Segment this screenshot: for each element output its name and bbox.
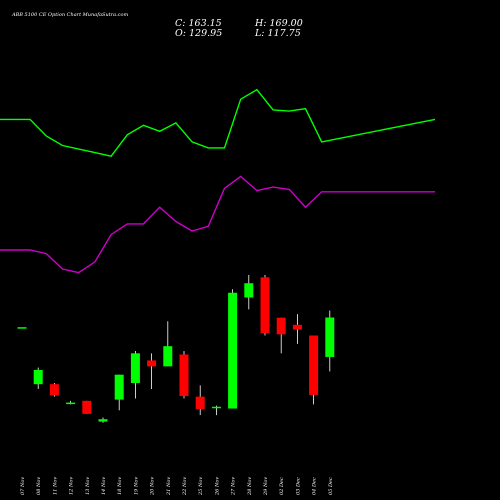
candle-body — [211, 406, 221, 409]
candle-body — [195, 396, 205, 410]
candle-body — [33, 369, 43, 385]
candle-body — [163, 346, 173, 367]
x-tick-label: 28 Nov — [247, 477, 253, 496]
candles — [17, 274, 335, 423]
candle-body — [260, 277, 270, 334]
candle — [49, 383, 59, 397]
candle — [179, 350, 189, 399]
x-tick-label: 12 Nov — [69, 477, 75, 495]
x-tick-label: 04 Dec — [312, 477, 318, 495]
chart-title: ABB 5100 CE Option Chart MunafaSutra.com — [11, 12, 128, 18]
candle — [244, 274, 254, 310]
candle-body — [130, 353, 140, 383]
candle-body — [325, 317, 335, 357]
candle-body — [82, 400, 92, 414]
candle — [147, 353, 157, 389]
indicator-lines — [0, 88, 436, 274]
candle-body — [114, 374, 124, 400]
candle — [17, 327, 27, 329]
candle — [195, 385, 205, 416]
candle — [82, 400, 92, 414]
x-tick-label: 26 Nov — [214, 477, 220, 496]
x-tick-label: 29 Nov — [263, 477, 269, 496]
candle-body — [147, 360, 157, 367]
x-tick-label: 08 Nov — [36, 477, 42, 495]
candle — [211, 405, 221, 416]
candle — [98, 417, 108, 423]
x-tick-label: 20 Nov — [150, 477, 156, 496]
candle — [66, 400, 76, 405]
candle-body — [244, 283, 254, 298]
candle-body — [228, 292, 238, 409]
candle-body — [292, 324, 302, 330]
stat-high: H: 169.00 — [254, 18, 303, 29]
candle-body — [49, 384, 59, 396]
x-tick-label: 13 Nov — [85, 477, 91, 495]
candle-body — [17, 327, 27, 329]
candle — [130, 350, 140, 399]
x-tick-label: 25 Nov — [198, 477, 204, 496]
x-tick-label: 02 Dec — [279, 477, 285, 495]
x-axis-tick-labels: 07 Nov 08 Nov 11 Nov 12 Nov 13 Nov 14 Nov 18 N… — [20, 477, 334, 496]
x-tick-label: 05 Dec — [328, 477, 334, 495]
candle-body — [309, 335, 319, 395]
candle — [260, 274, 270, 336]
x-tick-label: 22 Nov — [182, 477, 188, 496]
candle — [163, 321, 173, 367]
x-tick-label: 14 Nov — [101, 477, 107, 495]
candle — [228, 289, 238, 409]
candle — [33, 367, 43, 389]
candle-body — [66, 402, 76, 405]
candle — [309, 335, 319, 405]
x-tick-label: 11 Nov — [52, 477, 58, 495]
line-green — [0, 88, 436, 157]
candle — [325, 310, 335, 372]
x-tick-label: 19 Nov — [133, 477, 139, 495]
stat-open: O: 129.95 — [175, 28, 222, 39]
stat-low: L: 117.75 — [254, 28, 301, 39]
candle-body — [98, 419, 108, 422]
x-tick-label: 18 Nov — [117, 477, 123, 495]
candle-body — [276, 317, 286, 335]
line-magenta — [0, 175, 435, 274]
x-tick-label: 21 Nov — [166, 477, 172, 496]
x-tick-label: 03 Dec — [295, 477, 301, 495]
x-tick-label: 07 Nov — [20, 477, 26, 495]
x-tick-label: 27 Nov — [231, 477, 237, 496]
stat-close: C: 163.15 — [175, 18, 222, 29]
candle-body — [179, 354, 189, 397]
candle — [292, 314, 302, 344]
candle — [114, 374, 124, 411]
candle — [276, 317, 286, 354]
